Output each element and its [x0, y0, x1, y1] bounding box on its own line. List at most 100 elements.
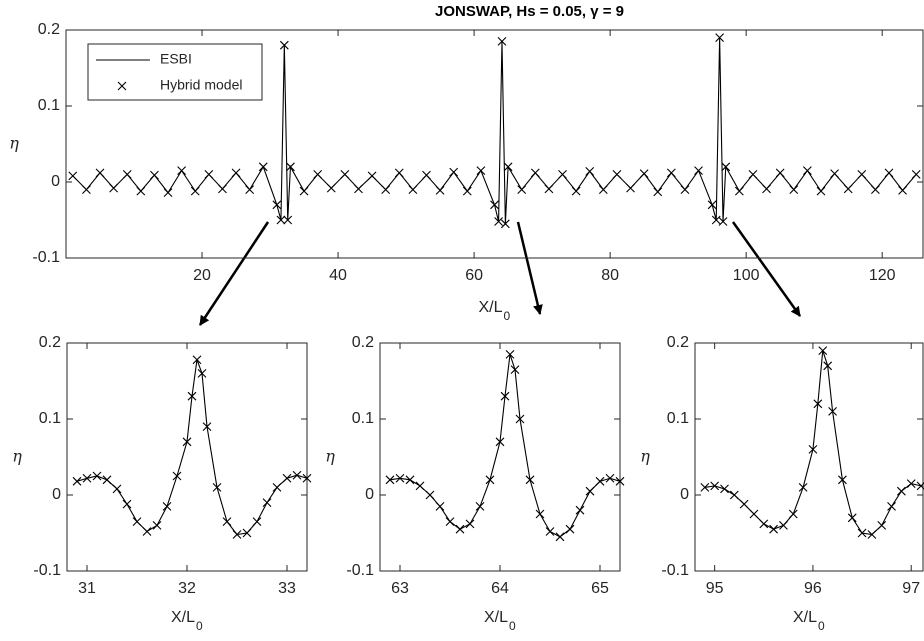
- x-marker: [299, 186, 309, 196]
- x-marker: [612, 170, 622, 179]
- x-marker: [177, 166, 187, 175]
- x-marker: [598, 185, 608, 194]
- x-tick-label: 100: [733, 267, 760, 284]
- x-tick-label: 31: [78, 580, 96, 597]
- x-marker: [152, 521, 162, 530]
- x-marker: [530, 168, 540, 178]
- series-line: [76, 359, 308, 536]
- x-marker: [680, 185, 690, 194]
- x-marker: [136, 186, 146, 196]
- x-marker: [197, 369, 207, 378]
- axes-frame: [65, 29, 924, 259]
- x-marker: [715, 33, 725, 42]
- x-marker: [525, 475, 535, 485]
- x-marker: [425, 490, 435, 500]
- x-marker: [877, 521, 887, 530]
- x-marker: [150, 170, 159, 180]
- x-marker: [762, 184, 771, 194]
- x-marker: [252, 517, 262, 526]
- x-marker: [605, 473, 615, 483]
- x-marker: [808, 445, 818, 454]
- x-marker: [367, 171, 377, 181]
- x-marker: [653, 187, 663, 197]
- x-marker: [857, 170, 867, 179]
- x-marker: [788, 509, 798, 519]
- x-marker: [109, 183, 118, 193]
- x-marker: [68, 171, 78, 181]
- x-marker: [408, 185, 418, 194]
- x-marker: [435, 502, 445, 511]
- x-marker: [276, 215, 286, 225]
- chart-title: JONSWAP, Hs = 0.05, γ = 9: [435, 3, 624, 20]
- x-marker: [749, 509, 759, 519]
- x-marker: [72, 476, 82, 486]
- x-tick-label: 64: [491, 580, 509, 597]
- x-axis-label: X/L: [484, 609, 508, 626]
- y-tick-label: 0.1: [39, 410, 61, 427]
- x-marker: [262, 498, 272, 507]
- x-marker: [734, 186, 744, 196]
- x-marker: [813, 399, 823, 409]
- x-axis-label-sub: 0: [504, 309, 511, 323]
- x-marker: [212, 483, 222, 492]
- x-marker: [816, 186, 826, 196]
- x-marker: [218, 184, 227, 194]
- x-marker: [729, 490, 739, 500]
- x-marker: [911, 170, 921, 179]
- x-marker: [182, 437, 192, 447]
- y-tick-label: 0: [365, 486, 374, 503]
- x-marker: [639, 169, 649, 179]
- x-marker: [843, 184, 853, 194]
- plot: 31 32 33-0.100.10.2X/L 0η: [12, 334, 312, 633]
- x-marker: [884, 168, 894, 178]
- x-tick-label: 96: [804, 580, 822, 597]
- y-tick-label: 0: [52, 486, 61, 503]
- y-axis-label: η: [640, 447, 650, 466]
- x-marker: [887, 502, 896, 511]
- x-marker: [769, 524, 779, 534]
- x-marker: [435, 185, 445, 195]
- x-marker: [896, 486, 906, 496]
- x-marker: [122, 170, 132, 179]
- x-marker: [720, 484, 729, 494]
- x-marker: [187, 391, 197, 401]
- axes-frame: [694, 342, 924, 572]
- x-marker: [555, 532, 565, 542]
- y-tick-label: 0.2: [352, 334, 374, 351]
- x-marker: [505, 350, 515, 359]
- x-marker: [847, 513, 857, 523]
- x-marker: [906, 479, 916, 488]
- x-tick-label: 60: [465, 267, 483, 284]
- x-axis-label-sub: 0: [196, 619, 203, 633]
- x-marker: [485, 475, 495, 485]
- x-marker: [95, 168, 105, 178]
- x-marker: [340, 170, 350, 179]
- x-marker: [82, 185, 91, 194]
- x-marker: [231, 168, 241, 178]
- x-marker: [204, 170, 214, 179]
- x-marker: [571, 186, 581, 196]
- x-marker: [449, 167, 459, 177]
- axes-frame: [66, 342, 308, 572]
- x-marker: [871, 185, 880, 194]
- x-marker: [626, 183, 635, 193]
- x-marker: [818, 346, 828, 355]
- x-marker: [394, 168, 404, 178]
- x-marker: [490, 200, 499, 210]
- zoom-arrow: [516, 221, 543, 315]
- x-marker: [313, 170, 323, 179]
- x-tick-label: 95: [706, 580, 724, 597]
- x-marker: [867, 530, 877, 539]
- y-tick-label: 0.1: [352, 410, 374, 427]
- x-marker: [798, 483, 808, 492]
- x-marker: [476, 166, 486, 175]
- x-marker: [465, 519, 475, 529]
- x-tick-label: 32: [178, 580, 196, 597]
- x-marker: [302, 473, 312, 483]
- x-marker: [495, 437, 505, 447]
- x-marker: [558, 170, 567, 179]
- x-marker: [585, 486, 595, 496]
- x-marker: [802, 166, 812, 175]
- y-tick-label: 0.2: [39, 334, 61, 351]
- y-axis-label: η: [325, 447, 335, 466]
